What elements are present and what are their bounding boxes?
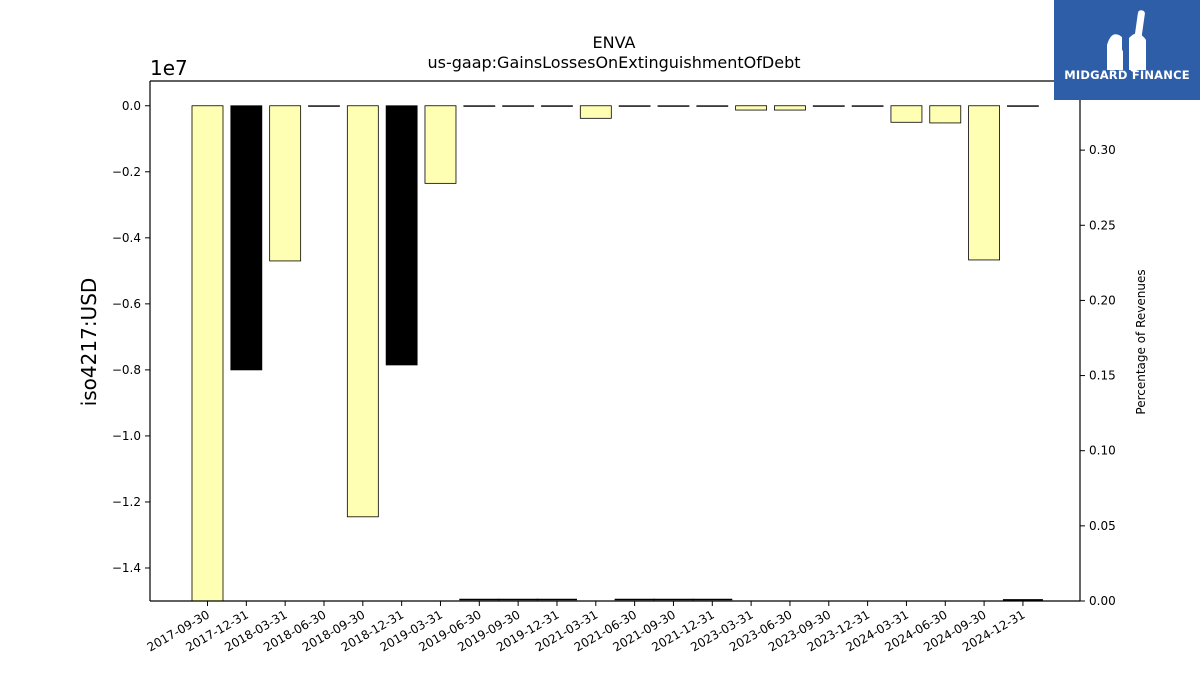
- bar-2024-06-30: [929, 105, 962, 124]
- y-axis-label: iso4217:USD: [77, 278, 101, 407]
- y2-tick-label: 0.00: [1089, 594, 1116, 608]
- bar-2019-09-30: [502, 105, 535, 107]
- bar-2018-09-30: [346, 105, 379, 518]
- bar-2017-09-30: [191, 105, 224, 602]
- y-tick-label: 0.0: [122, 99, 141, 113]
- y-tick-label: −1.4: [112, 561, 141, 575]
- y-tick-label: −1.2: [112, 495, 141, 509]
- y-tick-label: −0.8: [112, 363, 141, 377]
- bar-2024-09-30: [968, 105, 1000, 261]
- bar-2018-03-31: [269, 105, 302, 262]
- y2-tick-label: 0.05: [1089, 519, 1116, 533]
- bar-2021-06-30: [618, 105, 651, 107]
- y2-tick-label: 0.30: [1089, 143, 1116, 157]
- bar-2023-06-30: [774, 105, 806, 111]
- y-tick-label: −0.6: [112, 297, 141, 311]
- ticks-group: 0.0 −0.2 −0.4 −0.6 −0.8 −1.0 −1.2 −1.4 0.00 0.05 0…: [112, 99, 1116, 655]
- bar-2019-03-31: [424, 105, 457, 184]
- bar-2018-06-30: [308, 105, 340, 107]
- bar-2021-09-30: [657, 105, 690, 107]
- axes-group: [149, 80, 1081, 602]
- bar-2024-03-31: [890, 105, 923, 123]
- bar-2019-12-31: [541, 105, 573, 107]
- y-tick-label: −0.4: [112, 231, 141, 245]
- y-tick-label: −0.2: [112, 165, 141, 179]
- bar-2023-09-30: [812, 105, 845, 107]
- chart-subtitle: us-gaap:GainsLossesOnExtinguishmentOfDeb…: [427, 53, 800, 72]
- bar-2023-12-31: [851, 105, 884, 107]
- y-tick-label: −1.0: [112, 429, 141, 443]
- chart-title: ENVA: [593, 33, 636, 52]
- bar-2021-03-31: [579, 105, 612, 119]
- midgard-finance-logo: MIDGARD FINANCE: [1054, 0, 1200, 100]
- y2-axis-label: Percentage of Revenues: [1134, 269, 1148, 414]
- logo-mark-icon: [1107, 10, 1146, 72]
- y2-tick-label: 0.15: [1089, 369, 1116, 383]
- bar-2019-06-30: [463, 105, 496, 107]
- y2-tick-label: 0.20: [1089, 293, 1116, 307]
- y2-tick-label: 0.10: [1089, 444, 1116, 458]
- y2-tick-label: 0.25: [1089, 218, 1116, 232]
- logo-text: MIDGARD FINANCE: [1064, 68, 1190, 82]
- bar-2024-12-31: [1007, 105, 1039, 107]
- bar-2018-12-31: [385, 105, 418, 366]
- bar-2021-12-31: [696, 105, 729, 107]
- bar-2023-03-31: [735, 105, 768, 111]
- bar-2017-12-31: [230, 105, 263, 371]
- bars-group: [191, 105, 1039, 602]
- y-offset-label: 1e7: [150, 56, 188, 80]
